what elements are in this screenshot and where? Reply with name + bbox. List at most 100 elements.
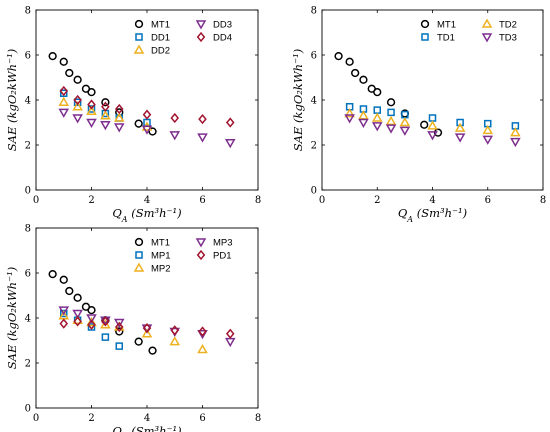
x-tick-label: 8 bbox=[540, 195, 546, 206]
data-point-TD2 bbox=[427, 120, 438, 130]
data-point-MT1 bbox=[73, 293, 82, 302]
y-tick-label: 4 bbox=[25, 96, 31, 107]
data-point-DD4 bbox=[101, 101, 110, 112]
data-point-MT1 bbox=[87, 87, 96, 97]
data-point-MP3 bbox=[86, 314, 97, 324]
legend: MT1 DD1 DD2 DD3 DD4 bbox=[133, 20, 232, 57]
x-tick-label: 4 bbox=[429, 195, 435, 206]
legend-marker-DD4 bbox=[196, 31, 206, 43]
data-point-TD2 bbox=[482, 124, 494, 135]
legend-label-PD1: PD1 bbox=[213, 251, 231, 262]
series-TD2 bbox=[344, 107, 521, 137]
data-point-TD1 bbox=[428, 114, 437, 122]
data-point-TD3 bbox=[371, 122, 383, 132]
chart-panel-top-left: 0 2 4 6 8 0 2 4 6 8 QA (Sm³h⁻¹) SAE (kgO₂kWh⁻¹) MT1 D… bbox=[5, 6, 261, 224]
data-point-TD1 bbox=[373, 106, 381, 114]
legend-marker-MP3 bbox=[195, 238, 207, 248]
y-tick-label: 4 bbox=[25, 314, 31, 325]
data-point-DD1 bbox=[73, 98, 82, 106]
legend-marker-MT1 bbox=[134, 237, 144, 247]
data-point-MP2 bbox=[197, 343, 208, 354]
data-point-DD3 bbox=[72, 114, 83, 124]
data-point-DD3 bbox=[113, 123, 125, 133]
series-TD1 bbox=[345, 103, 520, 130]
y-tick-label: 2 bbox=[311, 141, 317, 152]
data-point-DD4 bbox=[225, 117, 235, 128]
y-tick-label: 0 bbox=[25, 404, 31, 415]
series-MP2 bbox=[58, 310, 208, 354]
data-point-TD2 bbox=[344, 107, 355, 118]
x-tick-label: 8 bbox=[255, 195, 261, 206]
x-tick-label: 2 bbox=[88, 195, 94, 206]
legend-label-TD2: TD2 bbox=[499, 20, 517, 31]
data-point-DD4 bbox=[170, 112, 180, 124]
series-DD3 bbox=[58, 108, 236, 149]
data-point-MT1 bbox=[48, 269, 57, 279]
data-point-DD4 bbox=[114, 103, 124, 115]
data-point-MP2 bbox=[141, 328, 153, 338]
data-point-PD1 bbox=[59, 318, 69, 329]
x-tick-label: 0 bbox=[33, 195, 39, 206]
data-point-MP1 bbox=[87, 323, 96, 331]
data-point-TD2 bbox=[454, 122, 466, 132]
legend-marker-TD2 bbox=[481, 18, 493, 28]
data-point-PD1 bbox=[87, 319, 96, 330]
x-axis-label: QA (Sm³h⁻¹) bbox=[398, 206, 467, 224]
y-tick-label: 2 bbox=[25, 141, 31, 152]
x-tick-label: 0 bbox=[319, 195, 325, 206]
x-tick-label: 4 bbox=[144, 413, 150, 424]
data-point-DD3 bbox=[86, 118, 97, 129]
data-point-MT1 bbox=[101, 98, 110, 107]
data-point-MP3 bbox=[58, 306, 70, 316]
data-point-TD3 bbox=[344, 114, 355, 124]
data-point-PD1 bbox=[142, 322, 152, 334]
data-point-MT1 bbox=[59, 275, 68, 284]
data-point-MT1 bbox=[359, 75, 368, 84]
x-axis-label: QA (Sm³h⁻¹) bbox=[112, 206, 181, 224]
y-tick-label: 0 bbox=[25, 186, 31, 197]
data-point-PD1 bbox=[225, 328, 235, 339]
data-point-DD4 bbox=[59, 85, 69, 97]
data-point-MT1 bbox=[373, 87, 382, 97]
y-tick-label: 4 bbox=[311, 96, 317, 107]
series-MP3 bbox=[58, 306, 236, 348]
data-point-DD3 bbox=[224, 139, 236, 149]
data-point-DD3 bbox=[169, 131, 181, 141]
data-point-MT1 bbox=[134, 119, 143, 128]
legend-marker-DD1 bbox=[135, 33, 143, 41]
data-point-MP2 bbox=[169, 336, 181, 346]
y-axis-label: SAE (kgO₂kWh⁻¹) bbox=[291, 49, 305, 151]
data-point-TD3 bbox=[385, 124, 397, 134]
series-MT1 bbox=[48, 51, 157, 136]
x-axis-label: QA (Sm³h⁻¹) bbox=[112, 424, 181, 432]
data-point-TD1 bbox=[387, 108, 395, 117]
data-point-DD2 bbox=[72, 101, 83, 111]
legend-label-MT1: MT1 bbox=[151, 20, 170, 31]
series-TD3 bbox=[344, 114, 521, 148]
data-point-DD2 bbox=[113, 112, 125, 122]
legend-label-MP3: MP3 bbox=[213, 238, 233, 249]
data-point-DD3 bbox=[197, 133, 208, 143]
series-PD1 bbox=[59, 316, 235, 339]
series-DD4 bbox=[59, 85, 235, 128]
data-point-TD3 bbox=[358, 118, 369, 129]
data-point-MT1 bbox=[48, 51, 57, 61]
legend-label-TD1: TD1 bbox=[437, 33, 455, 44]
data-point-MT1 bbox=[148, 127, 157, 136]
data-point-TD3 bbox=[454, 133, 466, 143]
legend-label-MT1: MT1 bbox=[437, 20, 456, 31]
data-point-TD2 bbox=[371, 112, 383, 122]
data-point-MT1 bbox=[115, 327, 124, 336]
y-tick-label: 8 bbox=[25, 224, 31, 235]
x-tick-label: 8 bbox=[255, 413, 261, 424]
data-point-TD2 bbox=[510, 127, 521, 137]
x-tick-label: 6 bbox=[485, 195, 491, 206]
x-tick-label: 2 bbox=[374, 195, 380, 206]
data-point-PD1 bbox=[73, 316, 82, 327]
y-tick-label: 8 bbox=[25, 6, 31, 17]
legend-marker-TD3 bbox=[481, 33, 493, 43]
legend-marker-PD1 bbox=[196, 249, 206, 261]
legend-label-TD3: TD3 bbox=[499, 33, 517, 44]
data-point-MT1 bbox=[65, 68, 74, 78]
